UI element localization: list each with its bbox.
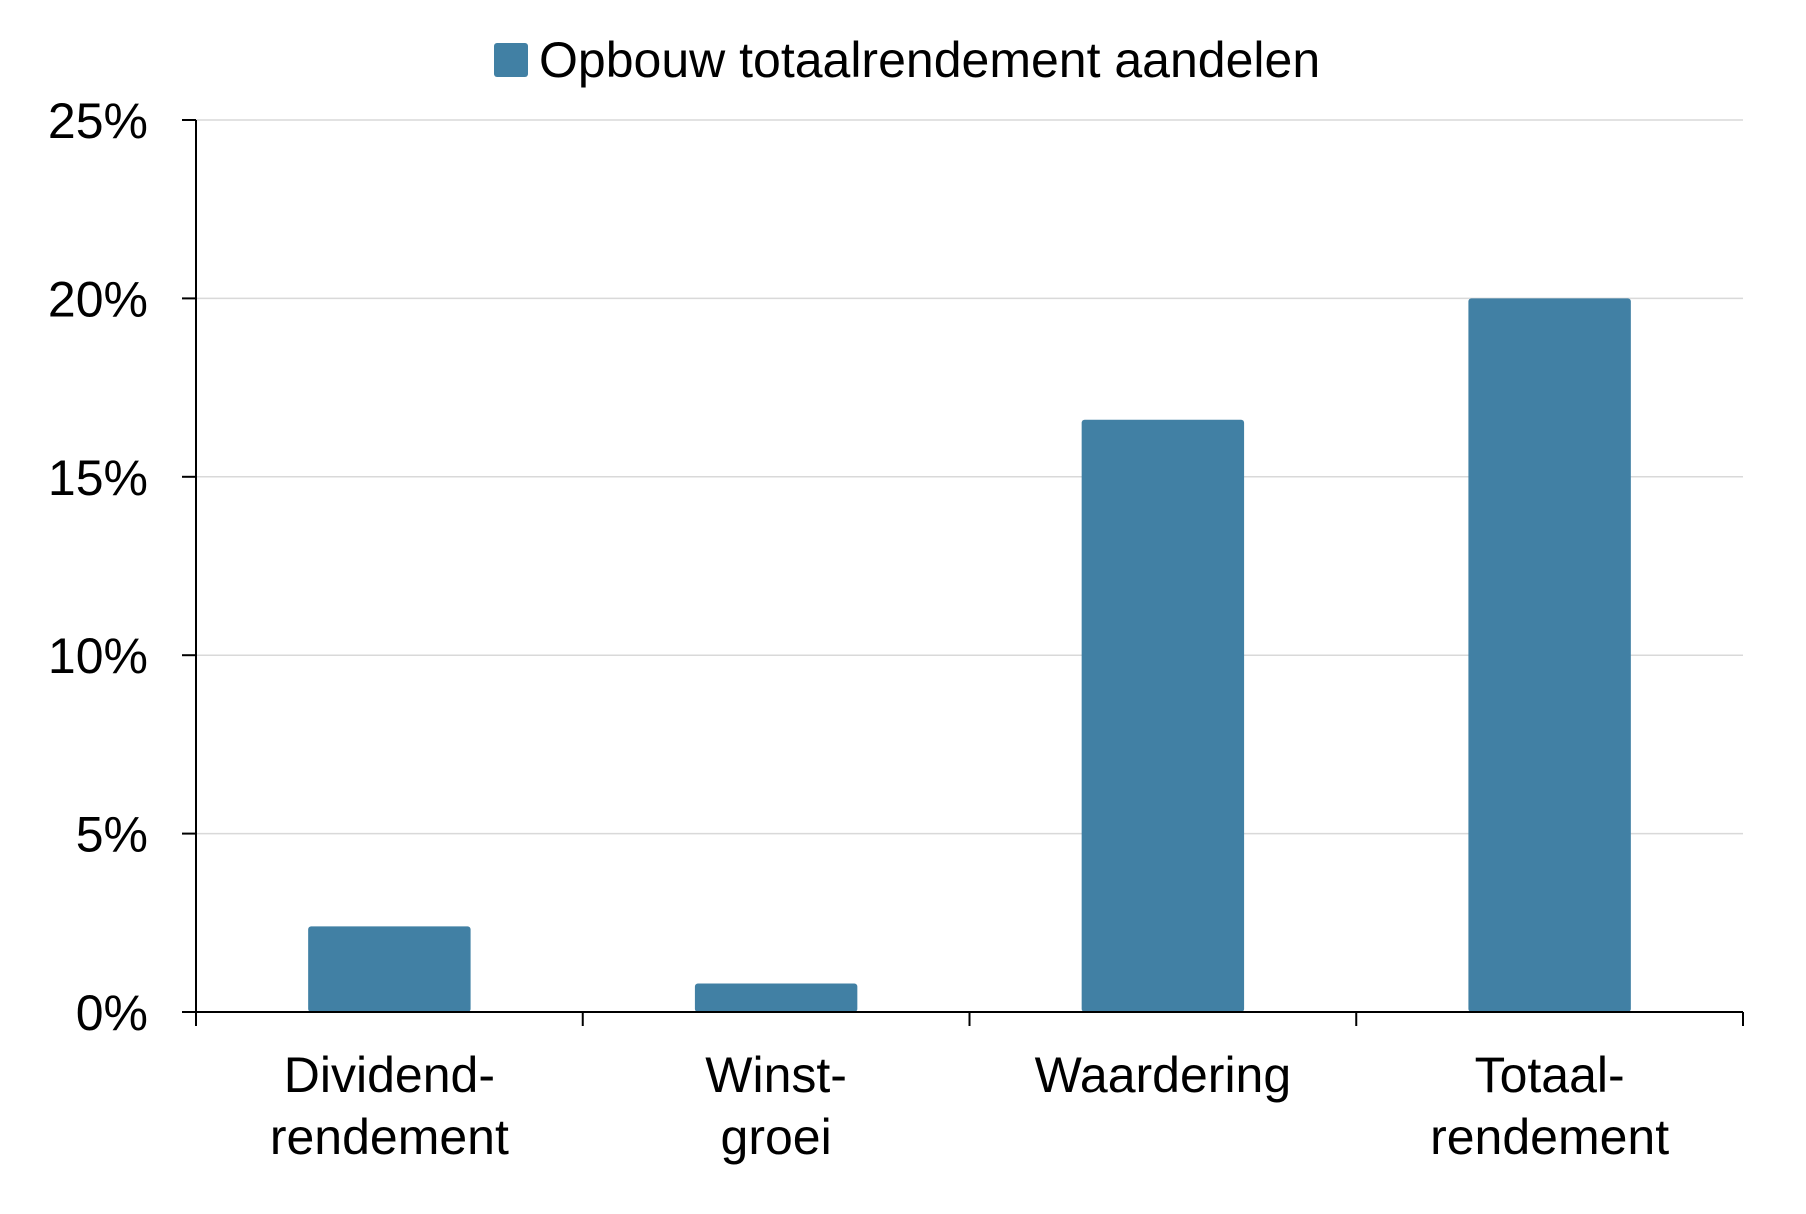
x-category-label: Dividend-rendement bbox=[270, 1047, 509, 1165]
y-tick-labels: 0% 5% 10% 15% 20% 25% bbox=[48, 93, 148, 1041]
legend-swatch bbox=[494, 43, 528, 77]
bar bbox=[1468, 298, 1631, 1012]
x-category-label: Winst-groei bbox=[705, 1047, 847, 1165]
x-category-label: Totaal-rendement bbox=[1430, 1047, 1669, 1165]
bar bbox=[308, 926, 471, 1012]
axes bbox=[182, 119, 1744, 1026]
y-tick-label: 0% bbox=[76, 985, 148, 1041]
x-category-labels: Dividend-rendement Winst-groei Waardering T… bbox=[270, 1047, 1669, 1165]
legend: Opbouw totaalrendement aandelen bbox=[494, 32, 1320, 88]
x-category-label: Waardering bbox=[1035, 1047, 1292, 1103]
legend-label: Opbouw totaalrendement aandelen bbox=[539, 32, 1320, 88]
bar bbox=[1081, 419, 1245, 1012]
y-tick-label: 5% bbox=[76, 807, 148, 863]
bars bbox=[308, 298, 1631, 1012]
y-tick-label: 25% bbox=[48, 93, 148, 149]
bar bbox=[694, 983, 858, 1012]
y-tick-label: 15% bbox=[48, 450, 148, 506]
y-tick-label: 20% bbox=[48, 271, 148, 327]
y-tick-label: 10% bbox=[48, 628, 148, 684]
